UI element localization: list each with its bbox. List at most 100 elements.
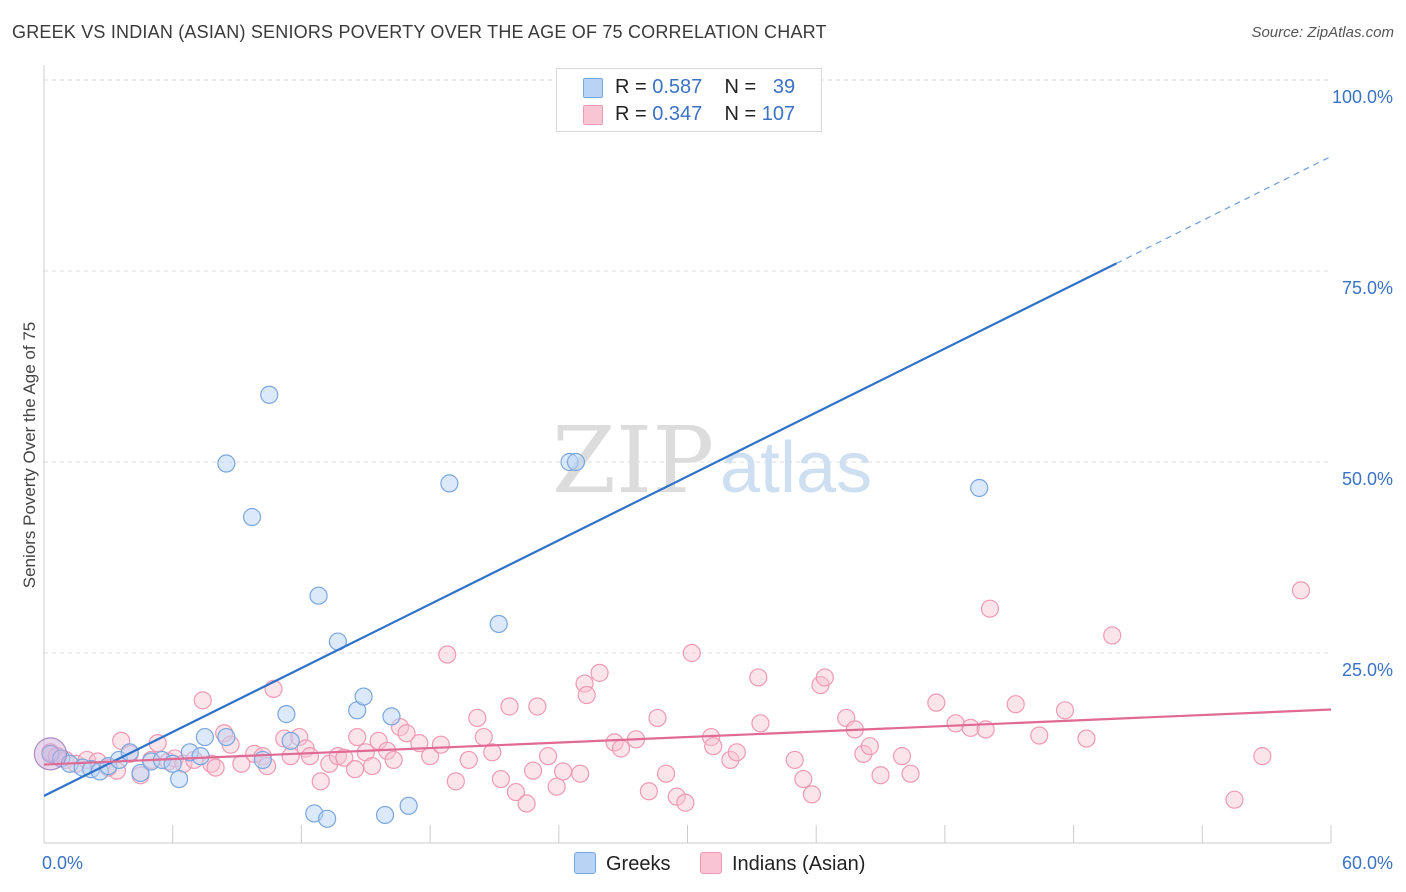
indians-point — [946, 714, 965, 733]
greeks-point — [217, 727, 236, 747]
greeks-r-value: 0.587 — [652, 76, 703, 98]
greeks-point — [131, 763, 150, 783]
tick-labels: 25.0% 50.0% 75.0% 100.0% 0.0% 60.0% — [42, 87, 1393, 873]
greeks-point — [309, 586, 328, 605]
indians-point — [639, 782, 658, 801]
x-tick-label: 60.0% — [1342, 853, 1393, 873]
greeks-point — [375, 805, 395, 825]
greeks-point — [242, 507, 262, 527]
indians-point — [1055, 701, 1075, 720]
greeks-point — [170, 769, 189, 789]
indians-point — [538, 747, 558, 766]
axes — [43, 65, 1332, 844]
greeks-point — [281, 731, 300, 750]
indians-point — [892, 747, 912, 766]
indians-point — [860, 737, 879, 756]
indians-point — [727, 743, 746, 762]
greeks-point — [318, 809, 337, 828]
greeks-point — [195, 727, 214, 747]
greeks-swatch — [583, 78, 603, 98]
indians-point — [553, 762, 573, 781]
legend-item-greeks[interactable]: Greeks — [574, 850, 670, 878]
greeks-point — [382, 707, 401, 726]
correlation-legend: R = 0.587 N = 39 R = 0.347 N = 107 — [556, 68, 822, 132]
indians-point — [575, 674, 594, 693]
indians-point — [300, 747, 320, 766]
overlap-point — [33, 737, 68, 771]
greeks-trend-line — [43, 262, 1117, 797]
greeks-n-value: 39 — [772, 76, 796, 98]
greeks-point — [489, 614, 508, 634]
indians-point — [901, 764, 920, 783]
y-tick-label: 50.0% — [1342, 469, 1393, 489]
indians-point — [384, 750, 403, 770]
indians-point — [459, 750, 478, 770]
indians-point — [348, 727, 367, 747]
greeks-points — [33, 70, 989, 828]
y-axis-label: Seniors Poverty Over the Age of 75 — [20, 321, 39, 589]
indians-point — [749, 668, 768, 687]
indians-point — [676, 793, 695, 812]
indians-point — [517, 794, 536, 813]
indians-point — [468, 708, 487, 728]
indians-point — [206, 758, 225, 777]
indians-point — [431, 735, 450, 754]
indians-n-value: 107 — [761, 103, 796, 125]
indians-point — [785, 750, 804, 770]
indians-legend-label: Indians (Asian) — [732, 853, 866, 875]
indians-point — [980, 599, 1000, 618]
indians-point — [483, 743, 502, 762]
indians-point — [611, 739, 631, 758]
indians-point — [571, 764, 590, 783]
indians-point — [751, 714, 770, 733]
greeks-point — [191, 747, 210, 766]
indians-point — [523, 761, 543, 780]
indians-point — [1077, 729, 1096, 748]
indians-point — [682, 643, 701, 663]
x-tick-label: 0.0% — [42, 853, 83, 873]
indians-point — [721, 750, 740, 770]
indians-point — [1253, 747, 1272, 766]
indians-point — [927, 693, 946, 712]
indians-point — [491, 769, 510, 789]
r-label: R = — [615, 103, 653, 125]
indians-point — [506, 782, 526, 802]
greeks-point — [217, 454, 236, 473]
greeks-legend-label: Greeks — [606, 853, 671, 875]
indians-point — [704, 737, 723, 756]
greeks-point — [970, 478, 989, 498]
greeks-point — [354, 687, 373, 706]
indians-point — [446, 772, 465, 791]
indians-point — [871, 766, 890, 785]
greeks-point — [566, 452, 586, 472]
indians-point — [363, 756, 382, 776]
indians-trend-line — [43, 708, 1332, 766]
indians-point — [500, 697, 519, 716]
y-tick-label: 100.0% — [1332, 87, 1393, 107]
indians-points — [41, 581, 1311, 813]
indians-point — [397, 724, 416, 743]
greeks-point — [440, 474, 459, 493]
indians-point — [1103, 626, 1122, 645]
indians-point — [590, 663, 609, 682]
indians-point — [1030, 726, 1049, 745]
gridlines — [44, 79, 1331, 654]
indians-legend-swatch — [700, 852, 722, 874]
greeks-point — [399, 796, 418, 815]
indians-point — [648, 708, 667, 728]
indians-point — [854, 744, 873, 763]
indians-point — [815, 668, 834, 687]
indians-point — [193, 691, 212, 710]
greeks-point — [277, 705, 296, 724]
indians-swatch — [583, 105, 603, 125]
r-label: R = — [615, 76, 653, 98]
indians-point — [311, 772, 330, 791]
indians-point — [335, 748, 354, 767]
y-tick-label: 25.0% — [1342, 660, 1393, 680]
legend-item-indians[interactable]: Indians (Asian) — [700, 850, 865, 878]
watermark: ZIP atlas — [552, 407, 872, 514]
indians-point — [345, 760, 365, 779]
source-label[interactable]: Source: ZipAtlas.com — [1251, 24, 1394, 41]
indians-point — [438, 645, 457, 664]
